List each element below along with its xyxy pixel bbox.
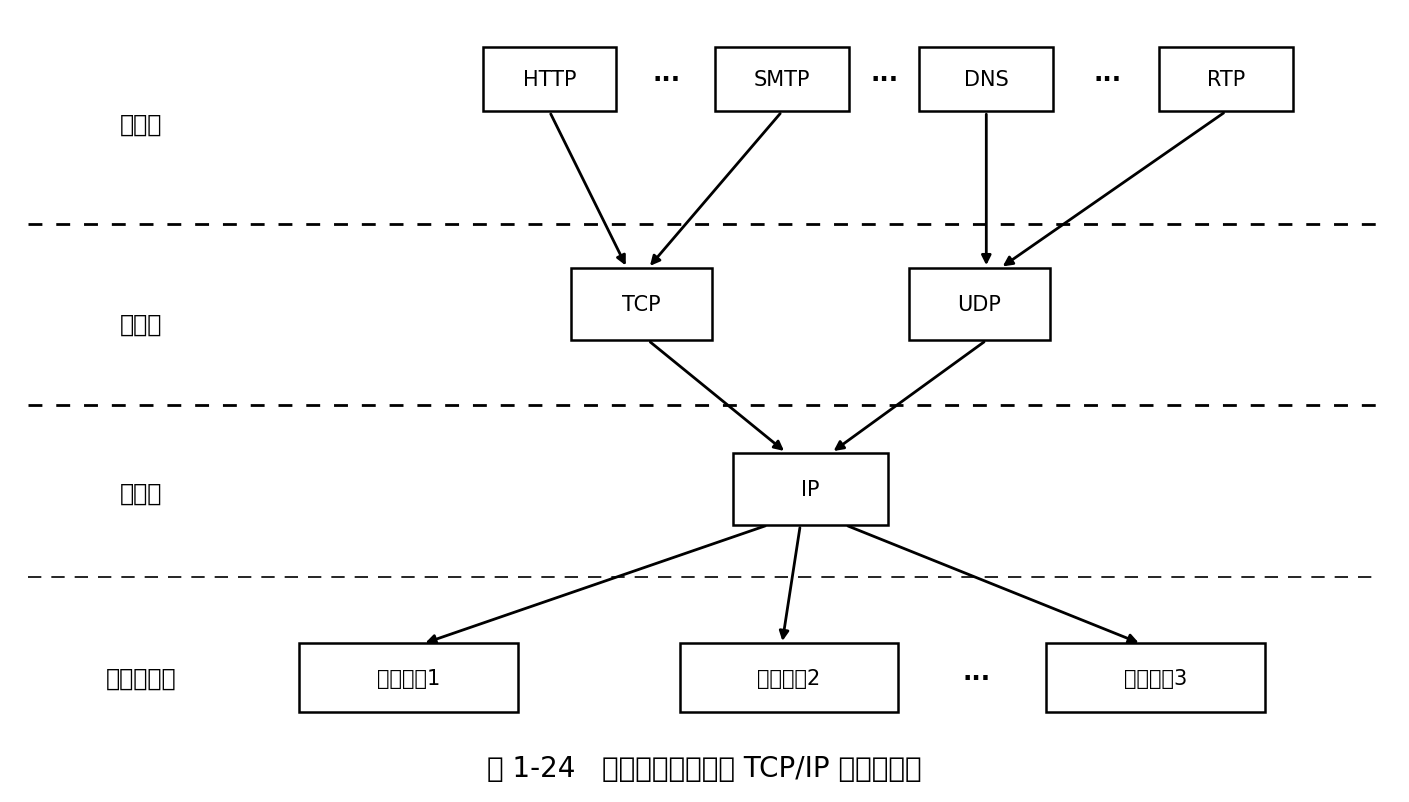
Text: ···: ···: [871, 68, 899, 92]
FancyBboxPatch shape: [1045, 643, 1265, 712]
Text: 网际层: 网际层: [120, 481, 162, 505]
Text: ···: ···: [1093, 68, 1122, 92]
Text: 应用层: 应用层: [120, 112, 162, 136]
Text: SMTP: SMTP: [754, 71, 810, 90]
Text: 网络接口1: 网络接口1: [378, 668, 440, 687]
FancyBboxPatch shape: [299, 643, 517, 712]
Text: HTTP: HTTP: [523, 71, 576, 90]
Text: TCP: TCP: [621, 295, 661, 314]
Text: ···: ···: [962, 666, 991, 690]
Text: 网络接口3: 网络接口3: [1124, 668, 1186, 687]
Text: ···: ···: [652, 68, 681, 92]
FancyBboxPatch shape: [716, 48, 848, 112]
FancyBboxPatch shape: [1158, 48, 1293, 112]
Text: DNS: DNS: [964, 71, 1009, 90]
Text: UDP: UDP: [957, 295, 1002, 314]
Text: 网络接口层: 网络接口层: [106, 666, 176, 690]
Text: IP: IP: [800, 480, 820, 499]
Text: 网络接口2: 网络接口2: [758, 668, 820, 687]
FancyBboxPatch shape: [571, 269, 712, 341]
FancyBboxPatch shape: [919, 48, 1054, 112]
FancyBboxPatch shape: [733, 453, 888, 525]
Text: 运输层: 运输层: [120, 313, 162, 337]
FancyBboxPatch shape: [482, 48, 617, 112]
FancyBboxPatch shape: [909, 269, 1050, 341]
FancyBboxPatch shape: [681, 643, 899, 712]
Text: 图 1-24   沙漏计时器形状的 TCP/IP 协议族示意: 图 1-24 沙漏计时器形状的 TCP/IP 协议族示意: [488, 754, 921, 782]
Text: RTP: RTP: [1206, 71, 1246, 90]
